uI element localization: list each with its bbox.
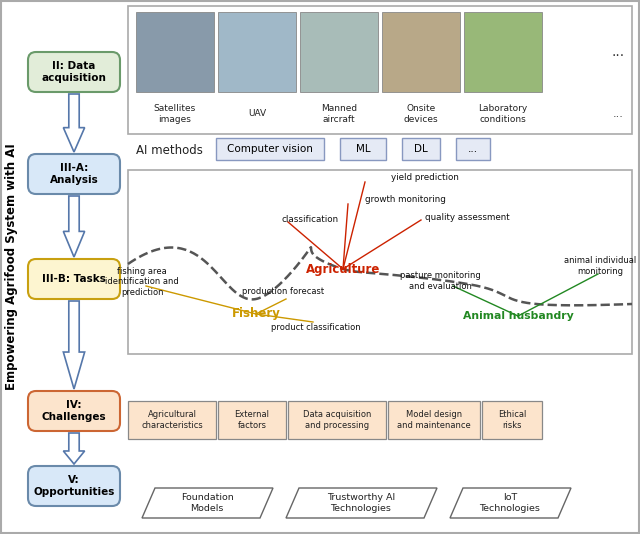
Bar xyxy=(218,401,286,439)
Text: ...: ... xyxy=(612,109,623,119)
Text: Satellites
images: Satellites images xyxy=(154,104,196,124)
FancyBboxPatch shape xyxy=(28,52,120,92)
Text: Manned
aircraft: Manned aircraft xyxy=(321,104,357,124)
Text: DL: DL xyxy=(414,144,428,154)
Polygon shape xyxy=(142,488,273,518)
Text: AI methods: AI methods xyxy=(136,144,203,156)
Text: production forecast: production forecast xyxy=(242,287,324,295)
Text: Animal husbandry: Animal husbandry xyxy=(463,311,573,321)
Text: IoT
Technologies: IoT Technologies xyxy=(479,493,540,513)
Bar xyxy=(388,401,480,439)
Text: ...: ... xyxy=(611,45,625,59)
Bar xyxy=(136,12,214,92)
Text: ...: ... xyxy=(468,144,478,154)
Text: Laboratory
conditions: Laboratory conditions xyxy=(478,104,527,124)
Polygon shape xyxy=(63,94,84,152)
Text: Agricultural
characteristics: Agricultural characteristics xyxy=(141,410,203,430)
Text: fishing area
identification and
prediction: fishing area identification and predicti… xyxy=(105,267,179,297)
Text: Onsite
devices: Onsite devices xyxy=(404,104,438,124)
Text: II: Data
acquisition: II: Data acquisition xyxy=(42,61,106,83)
FancyBboxPatch shape xyxy=(28,466,120,506)
Text: Model design
and maintenance: Model design and maintenance xyxy=(397,410,471,430)
Text: IV:
Challenges: IV: Challenges xyxy=(42,400,106,422)
Text: product classification: product classification xyxy=(271,324,361,333)
Bar xyxy=(300,12,378,92)
Text: animal individual
monitoring: animal individual monitoring xyxy=(564,256,636,276)
Text: III-B: Tasks: III-B: Tasks xyxy=(42,274,106,284)
Bar xyxy=(218,12,296,92)
Bar xyxy=(482,401,542,439)
Polygon shape xyxy=(63,301,84,389)
Polygon shape xyxy=(450,488,571,518)
Text: III-A:
Analysis: III-A: Analysis xyxy=(50,163,99,185)
Bar xyxy=(128,401,216,439)
Bar xyxy=(456,138,490,160)
Text: External
factors: External factors xyxy=(234,410,269,430)
Text: Empowering Agrifood System with AI: Empowering Agrifood System with AI xyxy=(6,144,19,390)
Text: Data acquisition
and processing: Data acquisition and processing xyxy=(303,410,371,430)
Bar xyxy=(402,138,440,160)
Text: Trustworthy AI
Technologies: Trustworthy AI Technologies xyxy=(327,493,395,513)
Text: Ethical
risks: Ethical risks xyxy=(498,410,526,430)
Text: classification: classification xyxy=(281,215,338,224)
Bar xyxy=(288,401,386,439)
Text: UAV: UAV xyxy=(248,109,266,119)
Polygon shape xyxy=(63,196,84,257)
Text: Foundation
Models: Foundation Models xyxy=(180,493,234,513)
Bar xyxy=(216,138,324,160)
Bar xyxy=(382,12,460,92)
Text: pasture monitoring
and evaluation: pasture monitoring and evaluation xyxy=(399,271,481,290)
Bar xyxy=(464,12,542,92)
Bar xyxy=(128,170,632,354)
FancyBboxPatch shape xyxy=(28,391,120,431)
Text: quality assessment: quality assessment xyxy=(425,213,509,222)
FancyBboxPatch shape xyxy=(28,259,120,299)
Text: growth monitoring: growth monitoring xyxy=(365,195,446,205)
Bar xyxy=(128,6,632,134)
Text: Agriculture: Agriculture xyxy=(306,263,380,276)
Polygon shape xyxy=(63,433,84,464)
Bar xyxy=(340,138,386,160)
Text: Fishery: Fishery xyxy=(232,308,280,320)
FancyBboxPatch shape xyxy=(28,154,120,194)
Text: Computer vision: Computer vision xyxy=(227,144,313,154)
Text: V:
Opportunities: V: Opportunities xyxy=(33,475,115,497)
Polygon shape xyxy=(286,488,437,518)
Text: yield prediction: yield prediction xyxy=(391,174,459,183)
Text: ML: ML xyxy=(356,144,371,154)
